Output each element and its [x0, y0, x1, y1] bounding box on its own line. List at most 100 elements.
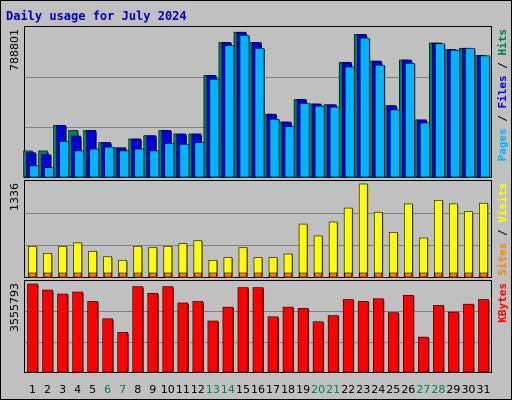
- bar-visits-day-30: [464, 211, 473, 278]
- x-tick-label: 16: [251, 383, 265, 396]
- bar-pages-day-30: [465, 48, 475, 178]
- x-tick-label: 18: [281, 383, 295, 396]
- bar-kbytes-day-3: [57, 293, 68, 373]
- bar-sites-day-27: [419, 272, 428, 278]
- bar-kbytes-day-5: [87, 301, 98, 373]
- x-tick-label: 19: [296, 383, 310, 396]
- bar-pages-day-17: [269, 118, 280, 178]
- bar-kbytes-day-17: [267, 316, 279, 373]
- bar-kbytes-day-12: [192, 301, 204, 373]
- x-tick-label: 2: [44, 383, 51, 396]
- bar-sites-day-12: [194, 272, 202, 278]
- bar-sites-day-3: [58, 272, 67, 278]
- legend-visits-sites: Sites / Visits: [496, 183, 509, 276]
- x-tick-label: 29: [446, 383, 460, 396]
- bar-pages-day-12: [194, 142, 205, 178]
- bar-kbytes-day-18: [282, 306, 294, 373]
- bar-kbytes-day-28: [433, 305, 444, 373]
- bar-pages-day-9: [149, 150, 160, 178]
- bar-kbytes-day-6: [102, 318, 113, 373]
- x-tick-label: 4: [74, 383, 81, 396]
- bar-kbytes-day-24: [372, 298, 384, 373]
- chart-title: Daily usage for July 2024: [6, 9, 187, 23]
- bar-visits-day-12: [193, 240, 203, 278]
- bar-pages-day-28: [435, 43, 445, 178]
- bar-kbytes-day-4: [72, 291, 83, 373]
- bar-kbytes-day-10: [162, 286, 174, 373]
- x-tick-label: 13: [206, 383, 220, 396]
- bar-pages-day-18: [284, 126, 295, 178]
- bar-sites-day-23: [359, 272, 368, 278]
- x-tick-label: 22: [341, 383, 355, 396]
- bar-kbytes-day-23: [357, 301, 369, 373]
- bar-visits-day-28: [434, 200, 443, 278]
- legend-item: Pages: [496, 128, 509, 161]
- bar-sites-day-20: [314, 272, 322, 278]
- x-tick-label: 6: [104, 383, 111, 396]
- bar-sites-day-24: [374, 272, 383, 278]
- bar-pages-day-5: [89, 148, 99, 178]
- bar-pages-day-7: [119, 150, 130, 178]
- bar-sites-day-18: [284, 272, 292, 278]
- bar-sites-day-25: [389, 272, 398, 278]
- bar-pages-day-13: [209, 78, 220, 178]
- bar-sites-day-22: [344, 272, 352, 278]
- x-tick-label: 28: [431, 383, 445, 396]
- x-tick-label: 21: [326, 383, 340, 396]
- panel-hits-files-pages: 788801 Pages / Files / Hits: [8, 26, 509, 179]
- bar-kbytes-day-15: [237, 287, 249, 373]
- bar-pages-day-26: [405, 63, 415, 178]
- bar-sites-day-2: [43, 272, 52, 278]
- bar-kbytes-day-16: [252, 287, 264, 373]
- bar-pages-day-29: [450, 49, 460, 178]
- bar-pages-day-16: [254, 48, 265, 178]
- bar-visits-day-11: [178, 243, 188, 278]
- y-max-label: 788801: [8, 29, 21, 71]
- x-tick-label: 3: [59, 383, 66, 396]
- x-tick-label: 7: [119, 383, 126, 396]
- bar-pages-day-3: [59, 141, 69, 178]
- bar-visits-day-4: [73, 242, 82, 278]
- bar-sites-day-11: [179, 272, 187, 278]
- bar-sites-day-10: [164, 272, 172, 278]
- bar-sites-day-1: [28, 272, 37, 278]
- bar-pages-day-24: [374, 64, 385, 178]
- bar-sites-day-13: [209, 272, 217, 278]
- bar-sites-day-9: [148, 272, 157, 278]
- legend-item: Visits: [496, 183, 509, 223]
- bar-sites-day-14: [224, 272, 232, 278]
- bar-kbytes-day-25: [387, 312, 399, 373]
- bar-sites-day-19: [299, 272, 307, 278]
- bar-pages-day-19: [299, 103, 310, 178]
- bar-sites-day-6: [103, 272, 112, 278]
- bar-sites-day-31: [479, 272, 488, 278]
- bar-pages-day-31: [480, 55, 490, 178]
- legend-separator: /: [496, 56, 509, 76]
- bar-kbytes-day-26: [403, 294, 414, 373]
- bar-sites-day-28: [434, 272, 443, 278]
- bar-visits-day-23: [358, 183, 368, 278]
- x-tick-label: 15: [236, 383, 250, 396]
- bar-kbytes-day-22: [342, 299, 354, 373]
- bar-sites-day-30: [464, 272, 473, 278]
- y-max-label: 3555793: [8, 283, 21, 332]
- bar-pages-day-2: [44, 167, 54, 178]
- bar-kbytes-day-31: [478, 299, 489, 373]
- x-tick-label: 11: [176, 383, 190, 396]
- bar-sites-day-17: [269, 272, 277, 278]
- bar-kbytes-day-13: [207, 320, 219, 373]
- x-tick-label: 5: [89, 383, 96, 396]
- x-tick-label: 31: [476, 383, 490, 396]
- x-tick-label: 14: [221, 383, 235, 396]
- bar-kbytes-day-21: [327, 315, 339, 373]
- bar-pages-day-25: [389, 109, 400, 178]
- x-tick-label: 30: [461, 383, 475, 396]
- bar-kbytes-day-30: [463, 303, 474, 373]
- bar-sites-day-16: [254, 272, 262, 278]
- legend-item: Files: [496, 75, 509, 108]
- x-tick-label: 23: [356, 383, 370, 396]
- x-tick-label: 26: [401, 383, 415, 396]
- bar-kbytes-day-27: [418, 336, 429, 373]
- bar-visits-day-27: [419, 237, 428, 278]
